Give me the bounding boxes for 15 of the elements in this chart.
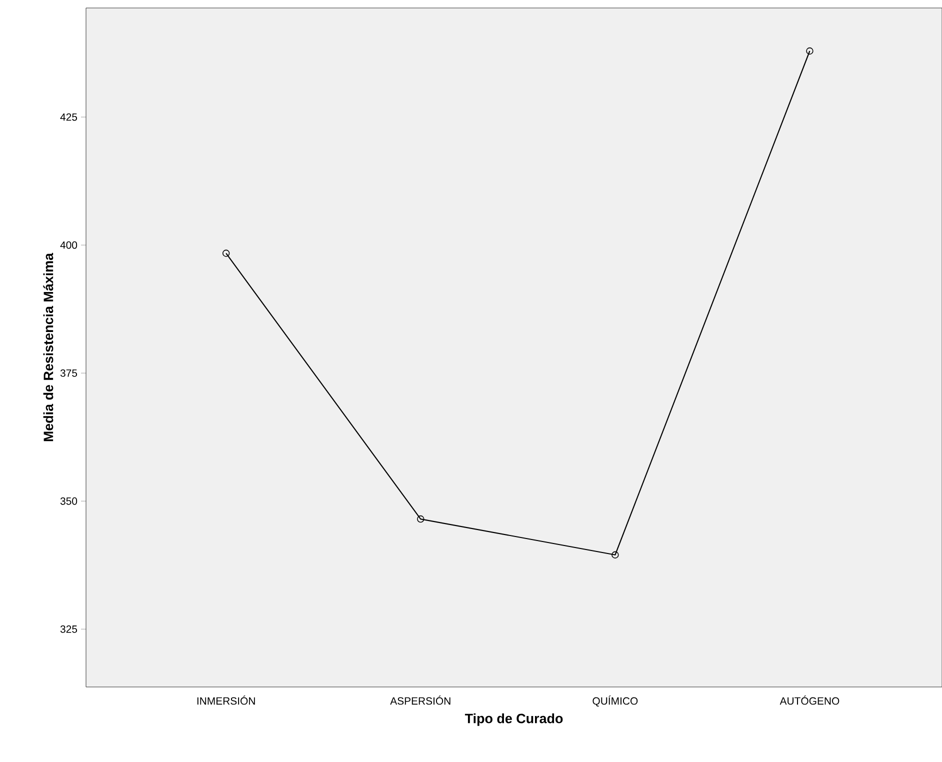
point (417, 515, 424, 523)
x-tick-label: QUÍMICO (592, 696, 638, 707)
x-tick-label: ASPERSIÓN (390, 696, 450, 705)
y-tick-label: 325 (60, 625, 78, 633)
x-tick-label: AUTÓGENO (780, 696, 840, 705)
x-tick-label: INMERSIÓN (197, 696, 255, 705)
y-axis-title: Media de Resistencia Máxima (43, 252, 54, 442)
y-tick-label: 375 (60, 369, 78, 377)
y-tick-label: 350 (60, 497, 78, 505)
point (222, 250, 230, 257)
x-axis-title: Tipo de Curado (464, 713, 563, 726)
y-tick-label: 400 (60, 241, 78, 249)
y-tick-label: 425 (60, 113, 78, 121)
point (806, 47, 814, 55)
point (612, 551, 619, 558)
